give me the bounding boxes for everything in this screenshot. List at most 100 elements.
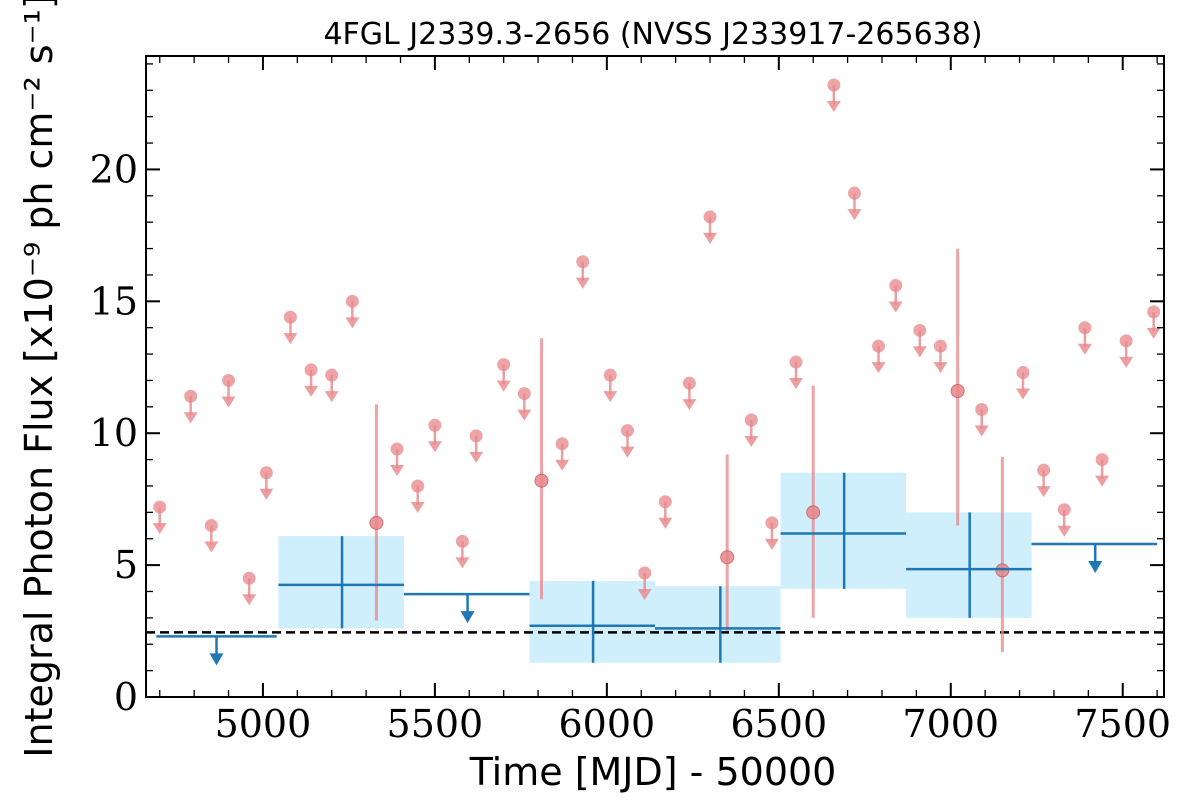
fine-ul-point-20 xyxy=(620,424,634,438)
fine-ul-arrow-head-3 xyxy=(221,396,236,408)
coarse-band-2 xyxy=(655,586,781,663)
fine-ul-point-31 xyxy=(889,278,903,292)
plot-frame xyxy=(145,55,1165,698)
fine-ul-point-4 xyxy=(242,571,256,585)
x-tick-label-7500: 7500 xyxy=(1074,702,1171,746)
x-tick-label-5500: 5500 xyxy=(387,702,484,746)
x-tick-label-5000: 5000 xyxy=(215,702,312,746)
x-tick-label-6000: 6000 xyxy=(558,702,655,746)
fine-ul-point-5 xyxy=(259,466,273,480)
fine-ul-point-35 xyxy=(1016,366,1030,380)
x-axis-label: Time [MJD] - 50000 xyxy=(469,750,837,794)
fine-detection-point-0 xyxy=(369,515,384,530)
fine-ul-arrow-head-36 xyxy=(1036,486,1051,498)
fine-ul-point-0 xyxy=(153,500,167,514)
fine-ul-arrow-head-5 xyxy=(259,488,274,500)
fine-detection-point-1 xyxy=(534,473,549,488)
fine-ul-point-2 xyxy=(204,519,218,533)
fine-ul-point-1 xyxy=(184,389,198,403)
fine-ul-point-13 xyxy=(455,534,469,548)
fine-ul-point-39 xyxy=(1095,453,1109,467)
y-tick-label-5: 5 xyxy=(114,543,138,587)
fine-ul-arrow-head-34 xyxy=(974,425,989,437)
y-tick-label-15: 15 xyxy=(90,279,138,323)
fine-ul-arrow-head-4 xyxy=(242,594,257,606)
fine-ul-point-14 xyxy=(469,429,483,443)
fine-ul-arrow-head-21 xyxy=(637,589,652,601)
y-tick-label-10: 10 xyxy=(90,411,138,455)
fine-detection-point-4 xyxy=(950,384,965,399)
fine-ul-arrow-head-37 xyxy=(1057,525,1072,537)
fine-ul-arrow-head-41 xyxy=(1146,327,1161,339)
fine-ul-point-29 xyxy=(847,186,861,200)
fine-ul-point-8 xyxy=(325,368,339,382)
fine-ul-arrow-head-12 xyxy=(427,441,442,453)
fine-ul-arrow-head-14 xyxy=(469,451,484,463)
fine-ul-point-18 xyxy=(576,255,590,269)
fine-ul-point-27 xyxy=(789,355,803,369)
fine-ul-arrow-head-29 xyxy=(847,209,862,221)
fine-ul-arrow-head-22 xyxy=(658,517,673,529)
fine-ul-arrow-head-17 xyxy=(555,459,570,471)
fine-ul-point-25 xyxy=(744,413,758,427)
fine-ul-point-11 xyxy=(411,479,425,493)
fine-ul-arrow-head-30 xyxy=(871,362,886,374)
fine-ul-point-17 xyxy=(555,437,569,451)
fine-ul-arrow-head-15 xyxy=(496,380,511,392)
fine-ul-arrow-head-35 xyxy=(1015,388,1030,400)
fine-ul-point-37 xyxy=(1057,503,1071,517)
x-tick-label-6500: 6500 xyxy=(730,702,827,746)
chart-title: 4FGL J2339.3-2656 (NVSS J233917-265638) xyxy=(323,17,982,52)
fine-ul-point-32 xyxy=(913,323,927,337)
fine-ul-point-33 xyxy=(933,339,947,353)
fine-ul-point-24 xyxy=(703,210,717,224)
fine-ul-arrow-head-18 xyxy=(575,277,590,289)
fine-ul-arrow-head-11 xyxy=(410,501,425,513)
fine-ul-arrow-head-39 xyxy=(1095,475,1110,487)
fine-ul-point-22 xyxy=(658,495,672,509)
fine-ul-point-7 xyxy=(304,363,318,377)
fine-ul-arrow-head-6 xyxy=(283,333,298,345)
fine-ul-point-41 xyxy=(1147,305,1161,319)
fine-ul-arrow-head-9 xyxy=(345,317,360,329)
fine-detection-point-2 xyxy=(720,550,735,565)
fine-ul-arrow-head-27 xyxy=(789,377,804,389)
fine-ul-arrow-head-19 xyxy=(603,391,618,403)
fine-ul-arrow-head-26 xyxy=(764,538,779,550)
fine-ul-arrow-head-0 xyxy=(152,523,167,535)
fine-ul-arrow-head-20 xyxy=(620,446,635,458)
y-tick-label-0: 0 xyxy=(114,675,138,719)
axis-ticks: 5000 5500 6000 6500 7000 7500 0 5 10 15 20 xyxy=(90,56,1171,746)
fine-ul-arrow-head-8 xyxy=(324,391,339,403)
fine-ul-arrow-head-2 xyxy=(204,541,219,553)
plot-area xyxy=(146,78,1164,666)
fine-ul-point-36 xyxy=(1037,463,1051,477)
fine-ul-point-10 xyxy=(390,442,404,456)
fine-ul-point-15 xyxy=(497,358,511,372)
x-tick-label-7000: 7000 xyxy=(902,702,999,746)
fine-ul-arrow-head-23 xyxy=(682,399,697,411)
fine-ul-arrow-head-16 xyxy=(517,409,532,421)
fine-ul-arrow-head-32 xyxy=(912,346,927,358)
fine-ul-arrow-head-7 xyxy=(304,385,319,397)
coarse-ul-arrow-head-0 xyxy=(209,653,224,666)
y-tick-label-20: 20 xyxy=(90,147,138,191)
fine-ul-point-26 xyxy=(765,516,779,530)
fine-ul-point-12 xyxy=(428,418,442,432)
fine-ul-arrow-head-38 xyxy=(1077,343,1092,355)
fine-ul-arrow-head-31 xyxy=(888,301,903,313)
fine-ul-point-30 xyxy=(872,339,886,353)
fine-ul-point-21 xyxy=(638,566,652,580)
fine-ul-arrow-head-1 xyxy=(183,412,198,424)
fine-ul-arrow-head-33 xyxy=(933,362,948,374)
fine-ul-arrow-head-40 xyxy=(1119,356,1134,368)
fine-ul-arrow-head-13 xyxy=(455,557,470,569)
fine-ul-point-16 xyxy=(517,387,531,401)
fine-ul-point-38 xyxy=(1078,321,1092,335)
y-axis-label: Integral Photon Flux [x10⁻⁹ ph cm⁻² s⁻¹] xyxy=(17,0,61,758)
fine-ul-point-40 xyxy=(1119,334,1133,348)
fine-ul-arrow-head-24 xyxy=(703,232,718,244)
fine-ul-point-19 xyxy=(603,368,617,382)
fine-detection-point-3 xyxy=(806,505,821,520)
fine-ul-point-34 xyxy=(975,402,989,416)
